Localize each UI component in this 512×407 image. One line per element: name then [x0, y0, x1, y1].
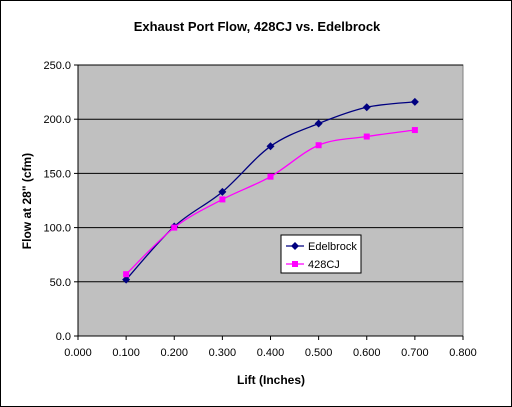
- y-tick-label: 50.0: [50, 277, 71, 289]
- data-point-428cj: [363, 133, 370, 140]
- data-point-edelbrock: [410, 97, 419, 106]
- x-tick-label: 0.700: [401, 347, 429, 359]
- y-tick-label: 0.0: [56, 331, 71, 343]
- x-tick-label: 0.800: [449, 347, 477, 359]
- x-axis-title: Lift (Inches): [237, 373, 305, 387]
- axis-layer: 0.0 50.0 100.0 150.0 200.0 250.0 0.000 0.100 0.2…: [43, 60, 476, 359]
- x-tick-label: 0.200: [160, 347, 188, 359]
- data-point-428cj: [411, 127, 418, 134]
- data-point-edelbrock: [314, 119, 323, 128]
- chart-title: Exhaust Port Flow, 428CJ vs. Edelbrock: [134, 19, 381, 34]
- data-point-428cj: [315, 142, 322, 149]
- x-tick-label: 0.100: [112, 347, 140, 359]
- x-tick-label: 0.600: [353, 347, 381, 359]
- legend-items: Edelbrock 428CJ: [286, 241, 357, 271]
- series-428cj: [123, 127, 418, 278]
- data-point-edelbrock: [122, 275, 131, 284]
- data-point-428cj: [171, 224, 178, 231]
- legend-marker-edelbrock: [291, 242, 299, 250]
- x-tick-label: 0.300: [209, 347, 237, 359]
- x-tick-label: 0.500: [305, 347, 333, 359]
- legend: Edelbrock 428CJ: [280, 234, 362, 274]
- x-tick-label: 0.000: [64, 347, 92, 359]
- data-point-edelbrock: [266, 142, 275, 151]
- legend-label-428cj: 428CJ: [308, 259, 340, 271]
- y-tick-label: 100.0: [43, 223, 71, 235]
- data-point-428cj: [267, 173, 274, 180]
- y-tick-label: 200.0: [43, 114, 71, 126]
- data-point-edelbrock: [362, 103, 371, 112]
- legend-label-edelbrock: Edelbrock: [308, 241, 357, 253]
- legend-marker-428cj: [292, 261, 298, 267]
- y-tick-label: 150.0: [43, 168, 71, 180]
- data-point-428cj: [123, 271, 130, 278]
- y-tick-label: 250.0: [43, 60, 71, 72]
- data-point-428cj: [219, 196, 226, 203]
- plot-area: [77, 64, 464, 337]
- series-layer: [122, 97, 419, 284]
- data-point-edelbrock: [218, 187, 227, 196]
- y-axis-title: Flow at 28" (cfm): [20, 153, 34, 249]
- x-tick-label: 0.400: [257, 347, 285, 359]
- grid-layer: [78, 64, 463, 283]
